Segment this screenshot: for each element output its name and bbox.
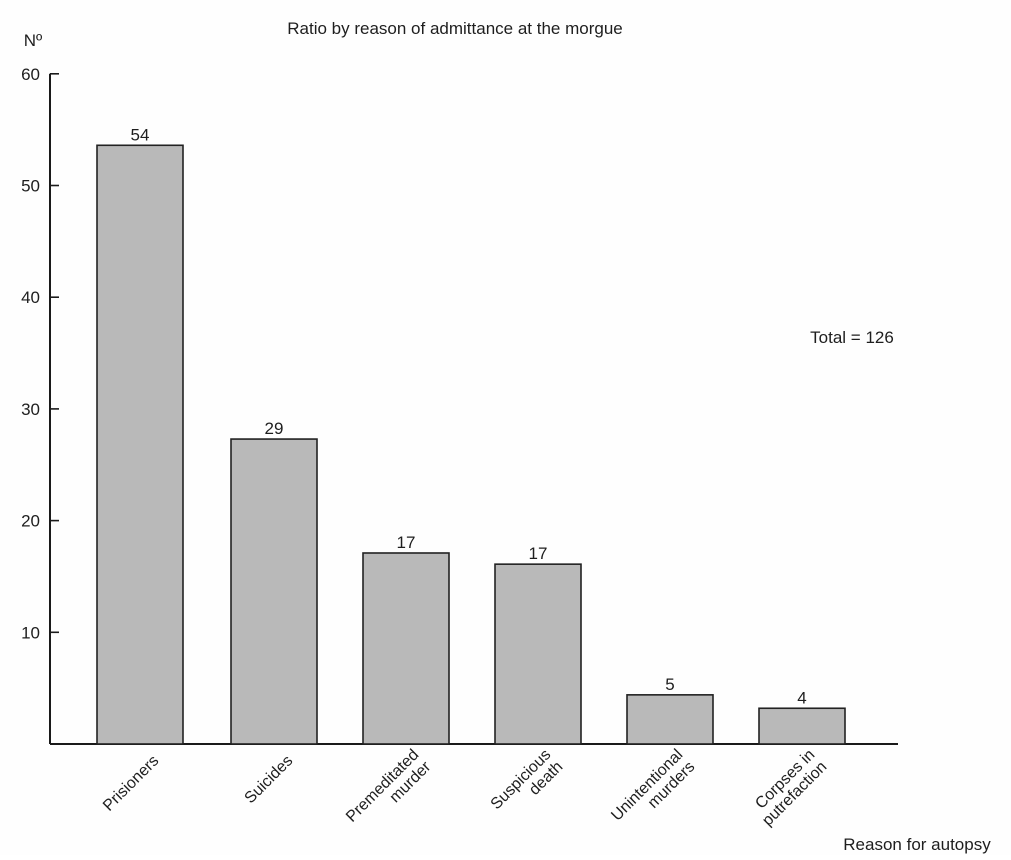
chart-title: Ratio by reason of admittance at the mor…	[287, 19, 622, 38]
category-label-2: Suicides	[242, 752, 297, 807]
category-label-line: Suicides	[242, 752, 297, 807]
x-axis-label: Reason for autopsy	[843, 835, 991, 854]
bar-5	[626, 694, 714, 745]
data-label-2: 29	[265, 419, 284, 438]
y-tick-label-10: 10	[21, 623, 40, 642]
bar-2	[230, 438, 318, 745]
y-tick-label-40: 40	[21, 288, 40, 307]
category-label-3: Premeditatedmurder	[343, 746, 435, 838]
data-label-1: 54	[131, 125, 150, 144]
plot-area: 10203040506054Prisioners29Suicides17Prem…	[21, 65, 898, 838]
total-annotation: Total = 126	[810, 328, 894, 347]
data-label-6: 4	[797, 688, 806, 707]
data-label-3: 17	[397, 533, 416, 552]
category-label-1: Prisioners	[100, 752, 162, 814]
category-label-6: Corpses inputrefaction	[747, 746, 830, 829]
y-axis-label: Nº	[24, 31, 43, 50]
y-tick-label-20: 20	[21, 512, 40, 531]
y-tick-label-50: 50	[21, 177, 40, 196]
y-tick-label-30: 30	[21, 400, 40, 419]
bar-1	[96, 144, 184, 745]
category-label-5: Unintentionalmurders	[608, 746, 698, 836]
category-label-line: Prisioners	[100, 752, 162, 814]
y-tick-label-60: 60	[21, 65, 40, 84]
bar-6	[758, 707, 846, 745]
data-label-5: 5	[665, 675, 674, 694]
data-label-4: 17	[529, 544, 548, 563]
bar-4	[494, 563, 582, 745]
bar-3	[362, 552, 450, 745]
category-label-4: Suspiciousdeath	[488, 746, 567, 825]
